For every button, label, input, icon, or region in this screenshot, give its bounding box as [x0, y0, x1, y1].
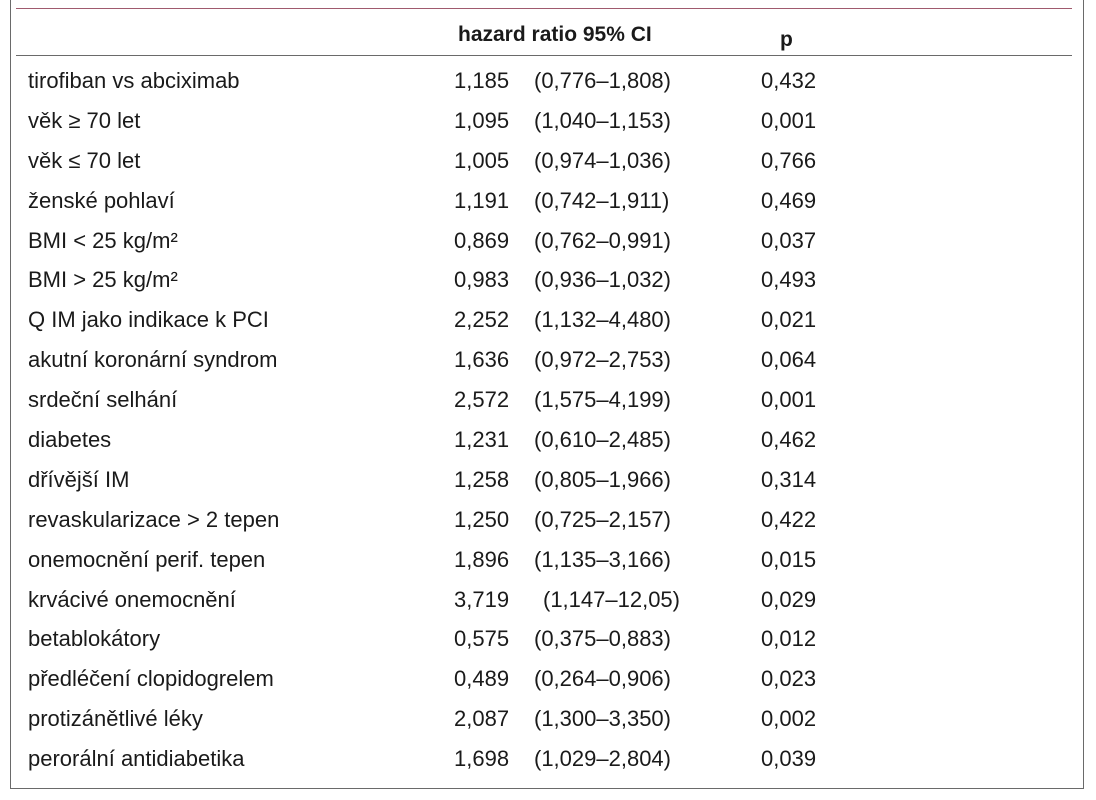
table-row: dřívější IM 1,258 (0,805–1,966) 0,314 [0, 460, 1096, 500]
row-hazard-ratio: 2,252 [454, 307, 510, 333]
header-hazard-ratio: hazard ratio 95% CI [458, 23, 652, 46]
table-row: předléčení clopidogrelem 0,489 (0,264–0,90… [0, 659, 1096, 699]
row-p-value: 0,493 [761, 267, 817, 293]
row-confidence-interval: (1,040–1,153) [534, 107, 671, 133]
table-row: betablokátory 0,575 (0,375–0,883) 0,012 [0, 619, 1096, 659]
row-label: onemocnění perif. tepen [28, 546, 266, 572]
row-label: perorální antidiabetika [28, 746, 245, 772]
table-row: srdeční selhání 2,572 (1,575–4,199) 0,001 [0, 380, 1096, 420]
row-hazard-ratio: 1,191 [454, 187, 510, 213]
row-p-value: 0,002 [761, 706, 817, 732]
row-label: Q IM jako indikace k PCI [28, 307, 269, 333]
row-confidence-interval: (0,936–1,032) [534, 267, 671, 293]
table-row: Q IM jako indikace k PCI 2,252 (1,132–4,48… [0, 300, 1096, 340]
row-label: věk ≥ 70 let [28, 107, 141, 133]
table-row: protizánětlivé léky 2,087 (1,300–3,350) 0,0… [0, 699, 1096, 739]
row-confidence-interval: (0,805–1,966) [534, 466, 671, 492]
row-hazard-ratio: 1,095 [454, 107, 510, 133]
table-row: perorální antidiabetika 1,698 (1,029–2,804… [0, 739, 1096, 779]
row-hazard-ratio: 1,698 [454, 746, 510, 772]
row-label: protizánětlivé léky [28, 706, 203, 732]
row-confidence-interval: (0,375–0,883) [534, 626, 671, 652]
table-body: tirofiban vs abciximab 1,185 (0,776–1,808)… [0, 61, 1096, 779]
table-header: hazard ratio 95% CI p [0, 17, 1096, 53]
table-row: ženské pohlaví 1,191 (0,742–1,911) 0,469 [0, 181, 1096, 221]
row-hazard-ratio: 1,231 [454, 427, 510, 453]
row-confidence-interval: (0,725–2,157) [534, 506, 671, 532]
table-frame [10, 0, 1084, 789]
table-row: revaskularizace > 2 tepen 1,250 (0,725–2,1… [0, 500, 1096, 540]
row-hazard-ratio: 3,719 [454, 586, 510, 612]
row-confidence-interval: (1,300–3,350) [534, 706, 671, 732]
table-row: diabetes 1,231 (0,610–2,485) 0,462 [0, 420, 1096, 460]
row-confidence-interval: (1,135–3,166) [534, 546, 671, 572]
row-p-value: 0,432 [761, 68, 817, 93]
header-divider [16, 55, 1072, 56]
row-label: dřívější IM [28, 466, 130, 492]
row-confidence-interval: (0,974–1,036) [534, 147, 671, 173]
row-label: krvácivé onemocnění [28, 586, 236, 612]
table-row: onemocnění perif. tepen 1,896 (1,135–3,166… [0, 540, 1096, 580]
row-confidence-interval: (1,132–4,480) [534, 307, 671, 333]
row-confidence-interval: (0,264–0,906) [534, 666, 671, 692]
row-p-value: 0,766 [761, 147, 817, 173]
row-p-value: 0,021 [761, 307, 817, 333]
row-confidence-interval: (1,575–4,199) [534, 387, 671, 413]
row-label: diabetes [28, 427, 112, 453]
row-hazard-ratio: 2,087 [454, 706, 510, 732]
row-p-value: 0,029 [761, 586, 817, 612]
row-label: akutní koronární syndrom [28, 347, 278, 373]
row-hazard-ratio: 0,983 [454, 267, 510, 293]
row-label: BMI < 25 kg/m² [28, 227, 178, 253]
row-hazard-ratio: 0,575 [454, 626, 510, 652]
row-hazard-ratio: 1,185 [454, 68, 510, 93]
row-hazard-ratio: 0,489 [454, 666, 510, 692]
row-p-value: 0,469 [761, 187, 817, 213]
row-confidence-interval: (0,742–1,911) [534, 187, 670, 213]
row-confidence-interval: (0,762–0,991) [534, 227, 671, 253]
row-confidence-interval: (0,776–1,808) [534, 68, 671, 93]
table-row: věk ≤ 70 let 1,005 (0,974–1,036) 0,766 [0, 141, 1096, 181]
row-p-value: 0,001 [761, 107, 817, 133]
table-row: krvácivé onemocnění 3,719 (1,147–12,05) 0,0… [0, 580, 1096, 620]
row-hazard-ratio: 1,005 [454, 147, 510, 173]
row-label: tirofiban vs abciximab [28, 68, 240, 93]
row-confidence-interval: (1,147–12,05) [543, 586, 680, 612]
row-p-value: 0,462 [761, 427, 817, 453]
row-p-value: 0,012 [761, 626, 817, 652]
row-p-value: 0,023 [761, 666, 817, 692]
row-hazard-ratio: 1,258 [454, 466, 510, 492]
row-confidence-interval: (1,029–2,804) [534, 746, 671, 772]
row-hazard-ratio: 1,250 [454, 506, 510, 532]
table-row: BMI < 25 kg/m² 0,869 (0,762–0,991) 0,037 [0, 221, 1096, 261]
row-label: revaskularizace > 2 tepen [28, 506, 280, 532]
row-p-value: 0,314 [761, 466, 817, 492]
table-row: akutní koronární syndrom 1,636 (0,972–2,75… [0, 340, 1096, 380]
row-p-value: 0,039 [761, 746, 817, 772]
table-row: BMI > 25 kg/m² 0,983 (0,936–1,032) 0,493 [0, 260, 1096, 300]
row-hazard-ratio: 0,869 [454, 227, 510, 253]
row-confidence-interval: (0,610–2,485) [534, 427, 671, 453]
row-confidence-interval: (0,972–2,753) [534, 347, 671, 373]
row-hazard-ratio: 1,636 [454, 347, 510, 373]
row-label: srdeční selhání [28, 387, 178, 413]
top-divider [16, 8, 1072, 9]
table-row: tirofiban vs abciximab 1,185 (0,776–1,808)… [0, 61, 1096, 101]
row-p-value: 0,015 [761, 546, 817, 572]
row-hazard-ratio: 2,572 [454, 387, 510, 413]
row-p-value: 0,064 [761, 347, 817, 373]
row-p-value: 0,422 [761, 506, 817, 532]
row-p-value: 0,001 [761, 387, 817, 413]
row-label: BMI > 25 kg/m² [28, 267, 178, 293]
row-hazard-ratio: 1,896 [454, 546, 510, 572]
header-p-value: p [780, 28, 793, 51]
row-p-value: 0,037 [761, 227, 817, 253]
row-label: ženské pohlaví [28, 187, 175, 213]
row-label: věk ≤ 70 let [28, 147, 141, 173]
row-label: betablokátory [28, 626, 161, 652]
row-label: předléčení clopidogrelem [28, 666, 274, 692]
table-row: věk ≥ 70 let 1,095 (1,040–1,153) 0,001 [0, 101, 1096, 141]
